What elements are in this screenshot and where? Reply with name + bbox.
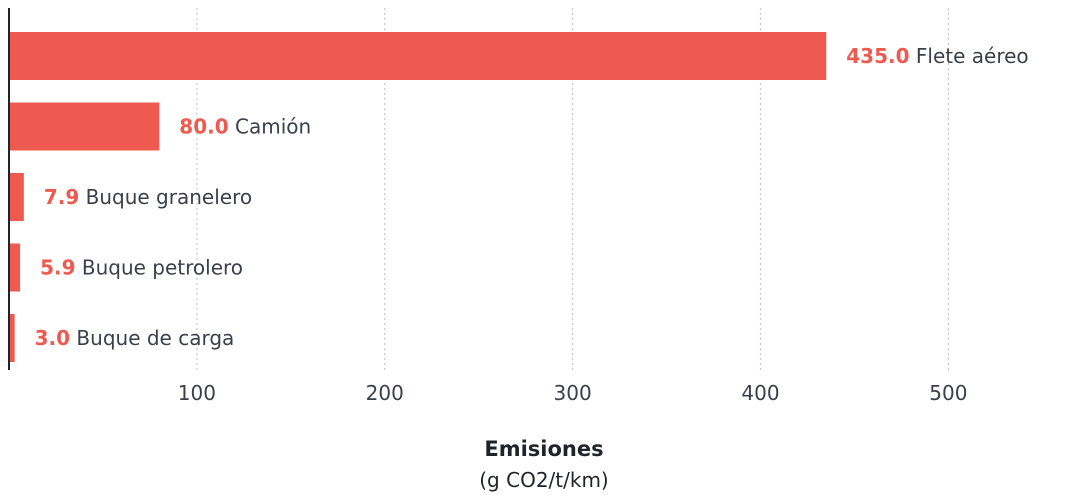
x-tick-label: 500 <box>929 381 967 405</box>
bar-labels: 435.0 Flete aéreo 80.0 Camión 7.9 Buque gr… <box>35 44 1029 350</box>
bar-label: 7.9 Buque granelero <box>44 185 252 209</box>
x-tick-label: 400 <box>741 381 779 405</box>
bar-label: 80.0 Camión <box>179 115 311 139</box>
x-axis-title: Emisiones <box>484 437 603 461</box>
bar <box>9 32 827 80</box>
bar-category-label: Buque granelero <box>79 185 252 209</box>
x-tick-labels: 100 200 300 400 500 <box>178 381 968 405</box>
bar-label: 435.0 Flete aéreo <box>846 44 1028 68</box>
bar-value-label: 3.0 <box>35 326 70 350</box>
bar-category-label: Buque de carga <box>70 326 234 350</box>
x-tick-label: 100 <box>178 381 216 405</box>
bar-value-label: 435.0 <box>846 44 909 68</box>
x-axis-unit: (g CO2/t/km) <box>479 468 608 492</box>
bar-category-label: Buque petrolero <box>76 256 244 280</box>
bar <box>9 243 21 292</box>
x-tick-label: 300 <box>554 381 592 405</box>
bar <box>9 102 160 151</box>
bar-label: 3.0 Buque de carga <box>35 326 235 350</box>
bars <box>9 32 827 362</box>
bar-value-label: 5.9 <box>40 256 75 280</box>
bar-category-label: Camión <box>229 115 312 139</box>
bar-category-label: Flete aéreo <box>910 44 1029 68</box>
bar <box>9 314 15 362</box>
bar <box>9 173 24 221</box>
x-tick-label: 200 <box>366 381 404 405</box>
bar-value-label: 80.0 <box>179 115 228 139</box>
bar-value-label: 7.9 <box>44 185 79 209</box>
bar-label: 5.9 Buque petrolero <box>40 256 243 280</box>
